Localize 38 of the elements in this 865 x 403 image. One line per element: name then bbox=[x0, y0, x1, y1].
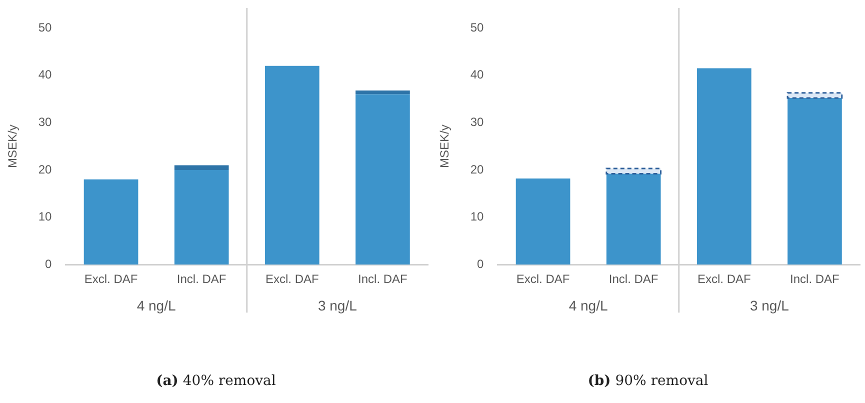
y-axis-title: MSEK/y bbox=[6, 124, 20, 168]
text: 4 ng/L bbox=[568, 297, 608, 314]
x-tick-label: Excl. DAF bbox=[516, 272, 570, 286]
y-tick-label: 20 bbox=[470, 162, 484, 176]
y-tick-label: 0 bbox=[477, 256, 484, 271]
y-tick-label: 50 bbox=[38, 20, 52, 34]
x-tick-label: Excl. DAF bbox=[84, 272, 138, 286]
bar bbox=[516, 178, 570, 265]
bar bbox=[356, 94, 410, 265]
bar bbox=[696, 68, 752, 265]
text: 3 ng/L bbox=[318, 297, 358, 314]
y-tick-label: 50 bbox=[470, 20, 484, 34]
text: 4 ng/L bbox=[136, 297, 176, 314]
x-tick-label: Incl. DAF bbox=[608, 272, 658, 286]
x-tick-label: Excl. DAF bbox=[265, 272, 319, 286]
bar bbox=[606, 174, 661, 265]
bar bbox=[356, 90, 410, 94]
x-tick-label: Excl. DAF bbox=[697, 272, 751, 286]
y-tick-label: 20 bbox=[38, 162, 52, 176]
y-tick-label: 30 bbox=[38, 114, 52, 129]
y-axis-title: MSEK/y bbox=[438, 124, 452, 168]
bar bbox=[84, 179, 138, 265]
x-tick-label: Incl. DAF bbox=[176, 272, 226, 286]
bar bbox=[264, 66, 320, 265]
y-tick-label: 30 bbox=[470, 114, 484, 129]
y-tick-label: 40 bbox=[38, 68, 52, 82]
bar bbox=[174, 170, 229, 265]
y-tick-label: 10 bbox=[470, 210, 484, 224]
x-tick-label: Incl. DAF bbox=[358, 272, 408, 286]
text: (a) 40% removal bbox=[155, 373, 277, 389]
text: (b) 90% removal bbox=[586, 373, 710, 389]
bar bbox=[174, 165, 229, 170]
y-tick-label: 40 bbox=[470, 68, 484, 82]
x-tick-label: Incl. DAF bbox=[790, 272, 840, 286]
y-tick-label: 10 bbox=[38, 210, 52, 224]
bar bbox=[788, 98, 842, 265]
text: 3 ng/L bbox=[750, 297, 790, 314]
y-tick-label: 0 bbox=[45, 256, 52, 271]
